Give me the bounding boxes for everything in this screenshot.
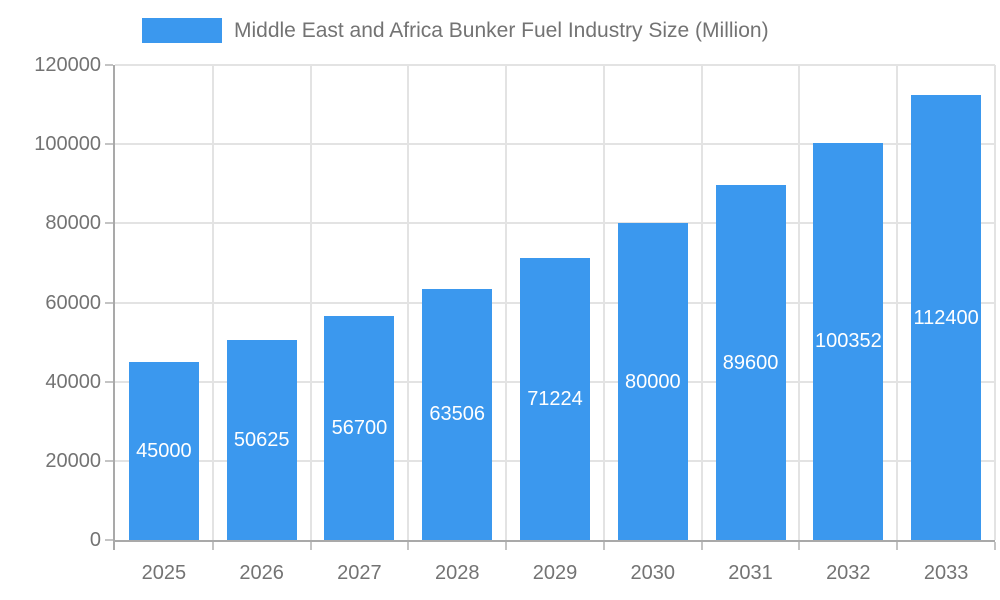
x-axis-label: 2027 — [337, 562, 382, 584]
x-gridline — [798, 65, 801, 540]
bar-value-label: 56700 — [331, 416, 388, 439]
y-axis-label: 60000 — [45, 291, 101, 314]
x-axis-tick — [798, 542, 801, 550]
bar-value-label: 100352 — [814, 330, 882, 353]
bar-value-label: 112400 — [913, 306, 979, 329]
y-axis-label: 80000 — [45, 212, 101, 235]
x-gridline — [505, 65, 508, 540]
y-axis-label: 0 — [89, 529, 101, 551]
bar — [520, 258, 590, 540]
y-axis-tick — [105, 222, 113, 225]
x-axis-tick — [407, 542, 410, 550]
x-axis-label: 2031 — [728, 562, 773, 584]
x-gridline — [896, 65, 899, 540]
y-axis-tick — [105, 301, 113, 304]
x-gridline — [309, 65, 312, 540]
x-gridline — [994, 65, 996, 540]
x-axis-tick — [505, 542, 508, 550]
y-gridline — [115, 222, 995, 225]
y-axis-tick — [105, 380, 113, 383]
y-axis-label: 20000 — [45, 449, 101, 472]
x-axis-label: 2025 — [141, 562, 187, 584]
y-axis-tick — [105, 459, 113, 462]
x-gridline — [700, 65, 703, 540]
x-axis-label: 2028 — [434, 562, 480, 584]
x-axis-label: 2026 — [239, 562, 284, 584]
x-axis-label: 2030 — [630, 562, 676, 584]
x-axis-line — [113, 540, 995, 542]
bar-value-label: 89600 — [722, 351, 779, 374]
y-axis-line — [113, 65, 115, 550]
y-gridline — [115, 64, 995, 66]
x-axis-tick — [602, 542, 605, 550]
x-axis-tick — [309, 542, 312, 550]
bar-value-label: 45000 — [136, 439, 192, 462]
bar — [422, 288, 493, 540]
x-axis-tick — [994, 542, 996, 550]
chart-legend: Middle East and Africa Bunker Fuel Indus… — [142, 18, 769, 43]
bar — [715, 185, 786, 540]
bar-value-label: 50625 — [233, 428, 290, 451]
y-axis-label: 100000 — [34, 133, 101, 156]
x-axis-tick — [211, 542, 214, 550]
x-axis-tick — [700, 542, 703, 550]
bar-value-label: 71224 — [527, 388, 583, 411]
bar — [813, 142, 884, 540]
y-axis-tick — [105, 539, 113, 541]
x-axis-label: 2032 — [826, 562, 871, 584]
y-gridline — [115, 143, 995, 146]
legend-title: Middle East and Africa Bunker Fuel Indus… — [234, 18, 769, 42]
x-gridline — [211, 65, 214, 540]
bar — [617, 223, 688, 540]
bar-value-label: 80000 — [624, 370, 681, 393]
y-axis-tick — [105, 143, 113, 146]
legend-swatch — [142, 18, 222, 43]
bar-value-label: 63506 — [429, 403, 486, 426]
bar — [324, 315, 395, 540]
bar — [911, 95, 982, 540]
y-axis-label: 120000 — [34, 54, 101, 76]
y-axis-tick — [105, 64, 113, 66]
x-axis-label: 2033 — [923, 562, 969, 584]
y-axis-label: 40000 — [45, 370, 101, 393]
x-gridline — [407, 65, 410, 540]
x-axis-tick — [896, 542, 899, 550]
x-axis-label: 2029 — [532, 562, 578, 584]
bar — [128, 361, 199, 540]
bar — [226, 339, 297, 540]
x-gridline — [602, 65, 605, 540]
